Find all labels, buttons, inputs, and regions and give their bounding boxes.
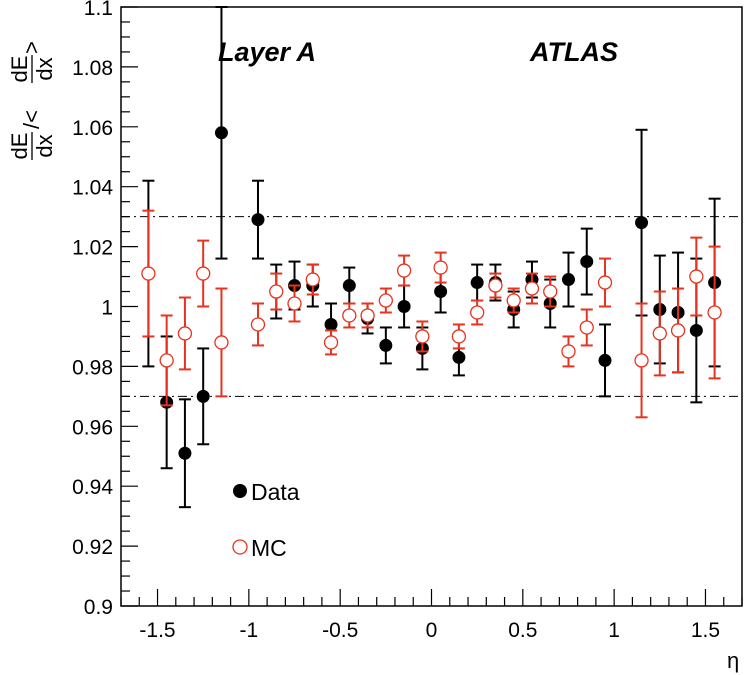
x-tick-label: -1 bbox=[240, 619, 259, 642]
mc-point bbox=[634, 353, 649, 368]
data-point bbox=[342, 279, 356, 293]
mc-point bbox=[141, 266, 156, 281]
mc-point bbox=[561, 344, 576, 359]
x-tick-label: 1.5 bbox=[691, 619, 720, 642]
mc-point bbox=[214, 335, 229, 350]
series-data bbox=[141, 6, 722, 509]
y-tick-label: 1.06 bbox=[72, 117, 113, 140]
mc-point bbox=[415, 329, 430, 344]
data-point bbox=[214, 126, 228, 140]
legend-data-label: Data bbox=[251, 479, 300, 505]
mc-point bbox=[287, 296, 302, 311]
y-tick-label: 0.96 bbox=[72, 416, 113, 439]
mc-point bbox=[488, 278, 503, 293]
mc-point bbox=[159, 353, 174, 368]
data-point bbox=[379, 338, 393, 352]
mc-point bbox=[378, 293, 393, 308]
mc-point bbox=[689, 269, 704, 284]
data-point bbox=[452, 350, 466, 364]
x-tick-label: 1 bbox=[608, 619, 620, 642]
mc-point bbox=[707, 305, 722, 320]
mc-point bbox=[652, 326, 667, 341]
mc-point bbox=[451, 329, 467, 344]
x-tick-label: 0.5 bbox=[508, 619, 537, 642]
data-point bbox=[324, 317, 338, 331]
plot-frame bbox=[120, 6, 743, 607]
data-point bbox=[635, 216, 649, 230]
mc-point bbox=[305, 272, 320, 287]
y-tick-label: 0.9 bbox=[84, 596, 113, 619]
y-tick-label: 1 bbox=[101, 297, 113, 320]
y-tick-label: 1.1 bbox=[84, 0, 113, 20]
data-series bbox=[141, 6, 722, 509]
mc-point bbox=[323, 335, 339, 350]
mc-point bbox=[342, 308, 357, 323]
mc-point bbox=[579, 320, 594, 335]
y-axis-title: dE dx /< dE dx > bbox=[7, 41, 57, 160]
mc-point bbox=[396, 263, 412, 278]
y-tick-label: 0.94 bbox=[72, 476, 113, 499]
atlas-annotation: ATLAS bbox=[529, 37, 618, 67]
x-axis-title: η bbox=[727, 648, 739, 673]
mc-point bbox=[506, 293, 521, 308]
mc-point bbox=[524, 281, 540, 296]
reference-lines bbox=[121, 216, 742, 397]
data-point bbox=[251, 213, 265, 227]
y-axis: 0.9 0.92 0.94 0.96 0.98 1 1.02 1.04 1.06 1.08 1.1 bbox=[72, 0, 138, 619]
data-point bbox=[470, 276, 484, 290]
mc-point bbox=[360, 308, 375, 323]
data-point bbox=[397, 300, 411, 313]
y-title-num-2: dE bbox=[7, 56, 32, 83]
y-tick-label: 1.04 bbox=[72, 177, 113, 200]
mc-point bbox=[597, 275, 613, 290]
data-point bbox=[561, 273, 575, 287]
x-tick-label: 0 bbox=[426, 619, 438, 642]
data-point bbox=[196, 389, 210, 403]
data-point bbox=[598, 353, 612, 367]
data-point bbox=[434, 285, 448, 299]
layer-annotation: Layer A bbox=[218, 37, 316, 67]
mc-point bbox=[670, 323, 686, 338]
y-title-separator: /< bbox=[19, 110, 44, 129]
legend: Data MC bbox=[232, 479, 300, 561]
mc-point bbox=[543, 284, 558, 299]
mc-point bbox=[269, 284, 284, 299]
mc-point bbox=[470, 305, 485, 320]
data-point bbox=[580, 255, 594, 269]
x-tick-label: -1.5 bbox=[139, 619, 175, 642]
legend-mc-label: MC bbox=[251, 535, 287, 561]
y-title-close: > bbox=[19, 41, 44, 54]
data-point bbox=[689, 323, 703, 337]
data-point bbox=[178, 446, 192, 460]
y-tick-label: 0.98 bbox=[72, 356, 113, 379]
y-title-den-1: dx bbox=[32, 134, 57, 157]
y-title-den-2: dx bbox=[32, 57, 57, 80]
legend-mc-marker bbox=[232, 539, 248, 555]
legend-data-marker bbox=[233, 484, 247, 498]
mc-point bbox=[177, 326, 193, 341]
mc-point bbox=[250, 317, 266, 332]
mc-point bbox=[196, 266, 211, 281]
series-mc bbox=[141, 209, 722, 419]
y-tick-label: 0.92 bbox=[72, 536, 113, 559]
x-axis: -1.5 -1 -0.5 0 0.5 1 1.5 bbox=[120, 589, 743, 642]
mc-point bbox=[433, 260, 448, 275]
x-tick-label: -0.5 bbox=[322, 619, 358, 642]
y-title-num-1: dE bbox=[7, 133, 32, 160]
y-tick-label: 1.08 bbox=[72, 57, 113, 80]
y-tick-label: 1.02 bbox=[72, 237, 113, 260]
